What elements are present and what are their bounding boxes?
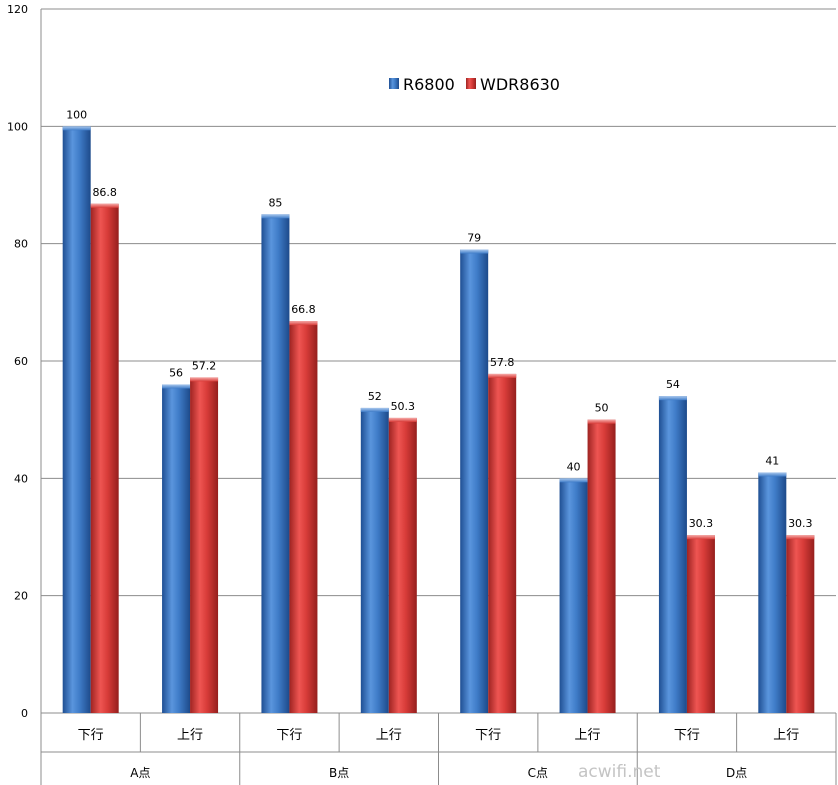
bar-wdr8630 [190, 377, 219, 713]
x-group-label: C点 [528, 766, 548, 780]
bar-cap [162, 384, 191, 389]
data-label: 40 [567, 460, 581, 473]
bar-cap [658, 396, 687, 401]
bar-r6800 [758, 472, 787, 713]
data-label: 66.8 [291, 303, 316, 316]
x-category-label: 下行 [475, 728, 501, 743]
data-label: 52 [368, 390, 382, 403]
bar-cap [360, 407, 389, 412]
bar-r6800 [360, 407, 389, 713]
legend-label: R6800 [403, 75, 455, 94]
bar-r6800 [658, 396, 687, 713]
bar-cap [587, 419, 616, 424]
y-tick-label: 120 [7, 3, 28, 16]
x-category-label: 下行 [78, 728, 104, 743]
x-category-label: 上行 [177, 728, 203, 743]
y-tick-label: 0 [21, 707, 28, 720]
x-category-label: 上行 [575, 728, 601, 743]
bar-r6800 [162, 384, 191, 713]
bar-wdr8630 [786, 535, 815, 713]
bar-cap [90, 203, 119, 208]
y-tick-label: 20 [14, 590, 28, 603]
bar-cap [460, 249, 489, 254]
bar-r6800 [460, 249, 489, 714]
data-label: 57.2 [192, 359, 217, 372]
bar-cap [786, 535, 815, 540]
bar-wdr8630 [488, 373, 517, 713]
y-tick-label: 100 [7, 120, 28, 133]
bar-wdr8630 [587, 419, 616, 713]
bar-wdr8630 [289, 321, 318, 713]
bar-cap [388, 417, 417, 422]
y-tick-label: 80 [14, 238, 28, 251]
bar-wdr8630 [686, 535, 715, 713]
data-label: 86.8 [92, 186, 117, 199]
legend-label: WDR8630 [480, 75, 560, 94]
bar-cap [559, 478, 588, 483]
bar-cap [289, 321, 318, 326]
data-label: 85 [268, 196, 282, 209]
bar-cap [62, 126, 91, 131]
data-label: 100 [66, 108, 87, 121]
data-label: 56 [169, 366, 183, 379]
data-label: 57.8 [490, 356, 515, 369]
bar-wdr8630 [388, 417, 417, 713]
legend: R6800 WDR8630 [389, 75, 560, 94]
bar-r6800 [62, 126, 91, 714]
x-category-label: 下行 [276, 728, 302, 743]
y-tick-label: 60 [14, 355, 28, 368]
legend-swatch-wdr8630 [466, 78, 476, 89]
watermark-text: acwifi.net [578, 762, 661, 782]
bar-cap [686, 535, 715, 540]
data-label: 41 [765, 454, 779, 467]
data-label: 50 [595, 402, 609, 415]
gridlines [41, 8, 836, 597]
data-label: 79 [467, 232, 481, 245]
data-label: 50.3 [391, 400, 416, 413]
bar-cap [190, 377, 219, 382]
y-tick-label: 40 [14, 472, 28, 485]
data-label: 30.3 [788, 517, 813, 530]
legend-swatch-r6800 [389, 78, 399, 89]
bar-wdr8630 [90, 203, 119, 714]
bar-cap [758, 472, 787, 477]
bars [62, 126, 815, 714]
x-group-label: B点 [329, 766, 349, 780]
bar-cap [488, 373, 517, 378]
x-category-label: 上行 [773, 728, 799, 743]
x-group-label: A点 [130, 766, 150, 780]
x-group-label: D点 [726, 766, 747, 780]
x-category-label: 下行 [674, 728, 700, 743]
data-label: 30.3 [689, 517, 714, 530]
bar-cap [261, 214, 290, 219]
bar-r6800 [559, 478, 588, 713]
x-category-label: 上行 [376, 728, 402, 743]
data-labels: 100 56 85 52 79 40 54 41 86.8 57.2 66.8 50.3 57.8 50 3… [66, 108, 812, 530]
data-label: 54 [666, 378, 680, 391]
bar-r6800 [261, 214, 290, 714]
